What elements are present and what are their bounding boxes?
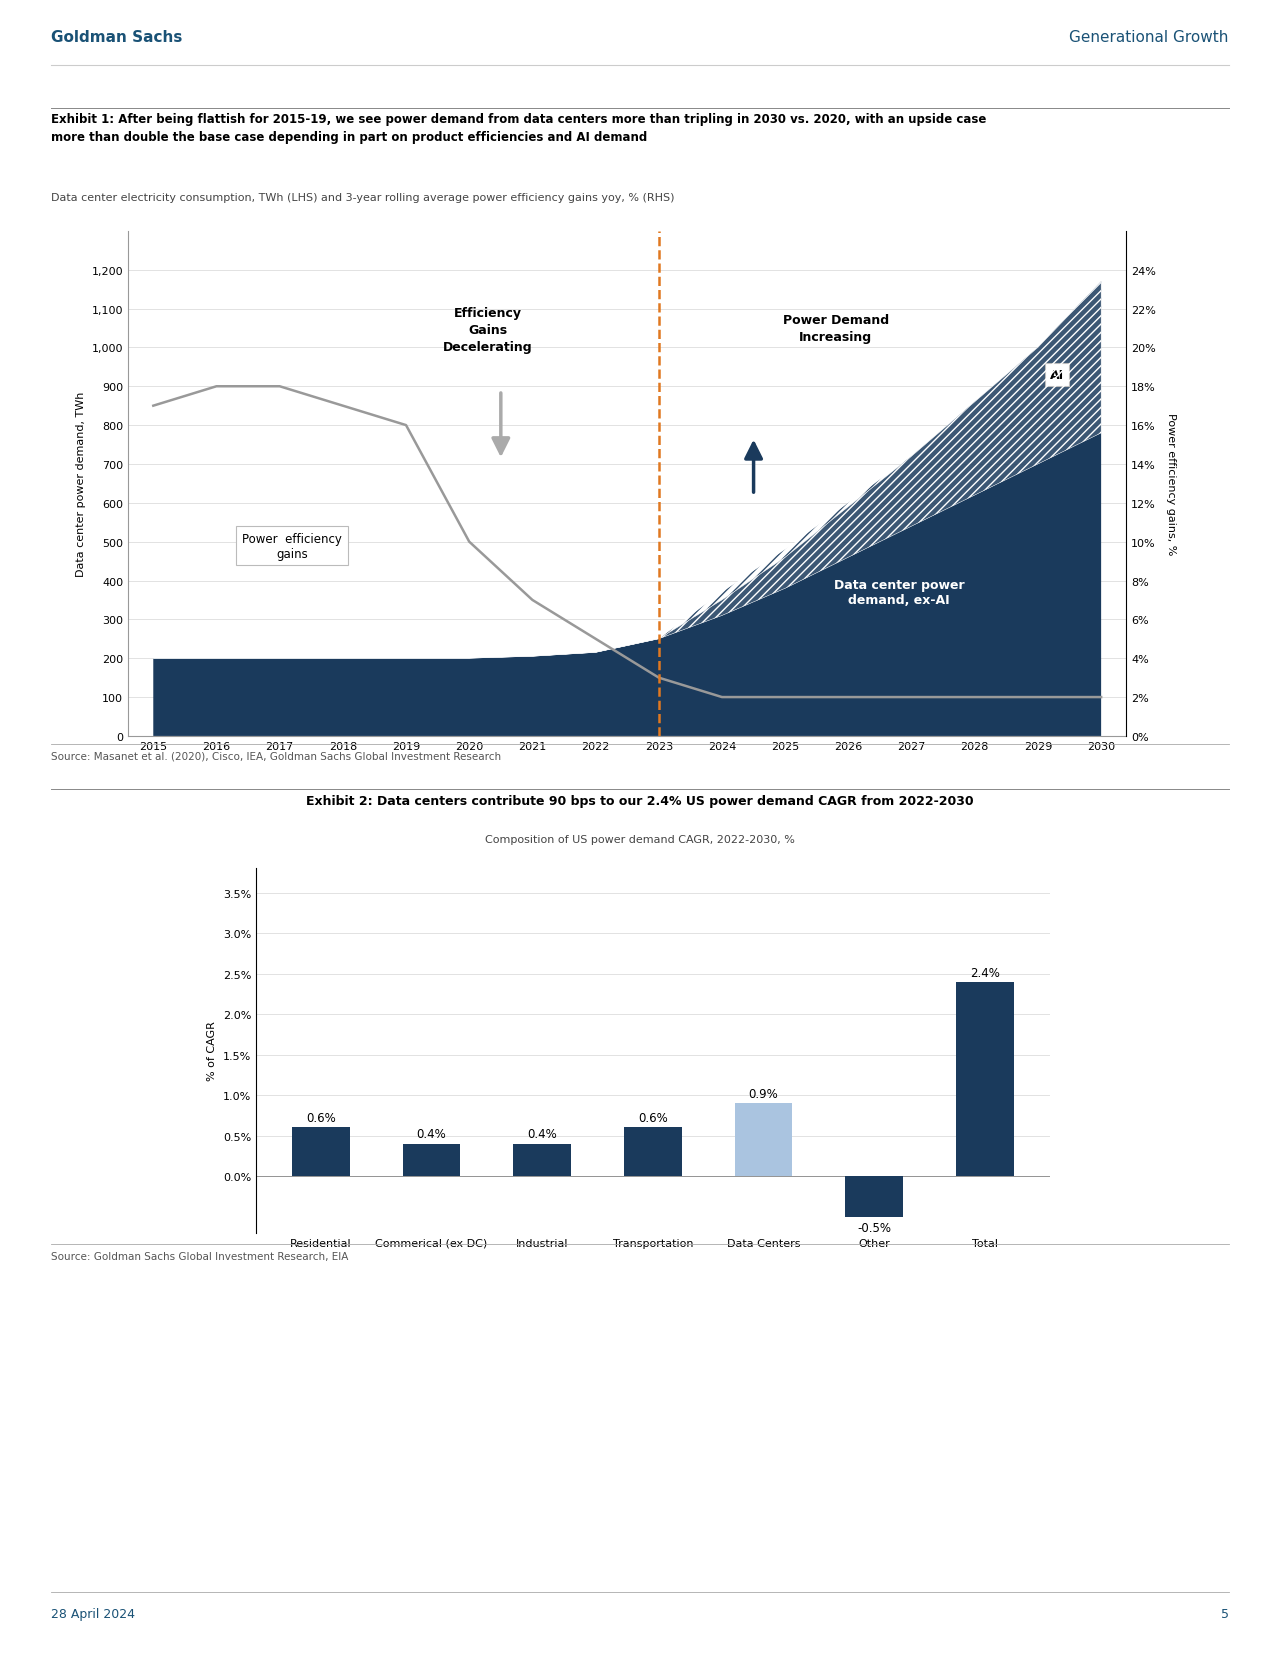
Text: Exhibit 2: Data centers contribute 90 bps to our 2.4% US power demand CAGR from : Exhibit 2: Data centers contribute 90 bp… [306, 794, 974, 808]
Text: 28 April 2024: 28 April 2024 [51, 1607, 136, 1620]
Text: 0.4%: 0.4% [527, 1127, 557, 1140]
Text: Power Demand
Increasing: Power Demand Increasing [782, 314, 888, 344]
Text: Source: Masanet et al. (2020), Cisco, IEA, Goldman Sachs Global Investment Resea: Source: Masanet et al. (2020), Cisco, IE… [51, 751, 502, 761]
Text: -0.5%: -0.5% [858, 1221, 891, 1235]
Text: 0.4%: 0.4% [416, 1127, 447, 1140]
Text: Efficiency
Gains
Decelerating: Efficiency Gains Decelerating [443, 308, 532, 354]
Text: 0.6%: 0.6% [306, 1112, 335, 1124]
Bar [292, 1127, 349, 1177]
Text: 5: 5 [1221, 1607, 1229, 1620]
Text: Composition of US power demand CAGR, 2022-2030, %: Composition of US power demand CAGR, 202… [485, 834, 795, 844]
Text: AI: AI [1050, 369, 1064, 382]
Y-axis label: Data center power demand, TWh: Data center power demand, TWh [76, 392, 86, 576]
Text: Source: Goldman Sachs Global Investment Research, EIA: Source: Goldman Sachs Global Investment … [51, 1251, 348, 1261]
Text: Exhibit 1: After being flattish for 2015-19, we see power demand from data cente: Exhibit 1: After being flattish for 2015… [51, 113, 987, 144]
Bar [625, 1127, 681, 1177]
Bar [845, 1177, 902, 1216]
Text: Data center electricity consumption, TWh (LHS) and 3-year rolling average power : Data center electricity consumption, TWh… [51, 192, 675, 202]
Bar [513, 1144, 571, 1177]
Text: Data center power
demand, ex-AI: Data center power demand, ex-AI [833, 579, 964, 607]
Text: Generational Growth: Generational Growth [1069, 30, 1229, 45]
Text: 0.9%: 0.9% [749, 1087, 778, 1101]
Y-axis label: Power efficiency gains, %: Power efficiency gains, % [1166, 414, 1175, 554]
Bar [735, 1104, 792, 1177]
Bar [403, 1144, 461, 1177]
Bar [956, 981, 1014, 1177]
Text: Goldman Sachs: Goldman Sachs [51, 30, 183, 45]
Y-axis label: % of CAGR: % of CAGR [207, 1021, 218, 1081]
Text: 0.6%: 0.6% [637, 1112, 668, 1124]
Text: Power  efficiency
gains: Power efficiency gains [242, 533, 342, 559]
Text: 2.4%: 2.4% [970, 967, 1000, 978]
